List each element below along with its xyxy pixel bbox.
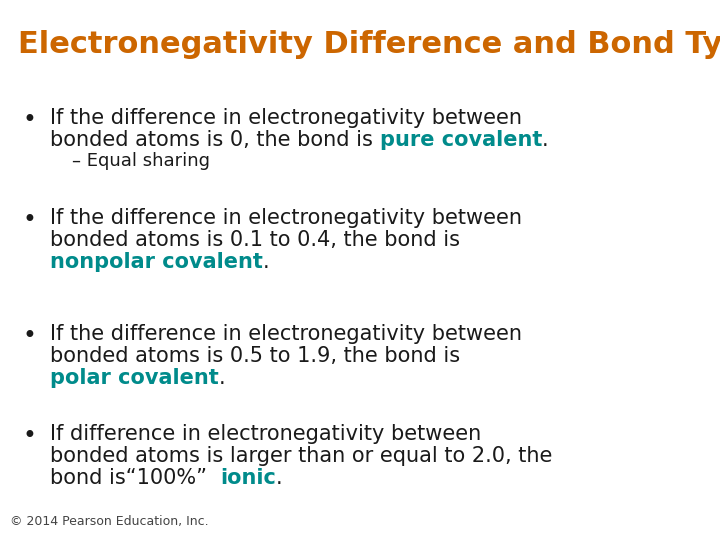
Text: .: . (219, 368, 225, 388)
Text: bond is“100%”: bond is“100%” (50, 468, 220, 488)
Text: If difference in electronegativity between: If difference in electronegativity betwe… (50, 424, 481, 444)
Text: .: . (542, 130, 549, 150)
Text: nonpolar covalent: nonpolar covalent (50, 252, 263, 272)
Text: – Equal sharing: – Equal sharing (72, 152, 210, 170)
Text: ionic: ionic (220, 468, 276, 488)
Text: bonded atoms is 0, the bond is: bonded atoms is 0, the bond is (50, 130, 379, 150)
Text: If the difference in electronegativity between: If the difference in electronegativity b… (50, 208, 522, 228)
Text: polar covalent: polar covalent (50, 368, 219, 388)
Text: bonded atoms is larger than or equal to 2.0, the: bonded atoms is larger than or equal to … (50, 446, 552, 466)
Text: If the difference in electronegativity between: If the difference in electronegativity b… (50, 108, 522, 128)
Text: bonded atoms is 0.1 to 0.4, the bond is: bonded atoms is 0.1 to 0.4, the bond is (50, 230, 460, 250)
Text: •: • (22, 208, 36, 232)
Text: .: . (276, 468, 283, 488)
Text: If the difference in electronegativity between: If the difference in electronegativity b… (50, 324, 522, 344)
Text: .: . (263, 252, 269, 272)
Text: bonded atoms is 0.5 to 1.9, the bond is: bonded atoms is 0.5 to 1.9, the bond is (50, 346, 460, 366)
Text: •: • (22, 108, 36, 132)
Text: •: • (22, 324, 36, 348)
Text: © 2014 Pearson Education, Inc.: © 2014 Pearson Education, Inc. (10, 515, 209, 528)
Text: Electronegativity Difference and Bond Type: Electronegativity Difference and Bond Ty… (18, 30, 720, 59)
Text: •: • (22, 424, 36, 448)
Text: pure covalent: pure covalent (379, 130, 542, 150)
